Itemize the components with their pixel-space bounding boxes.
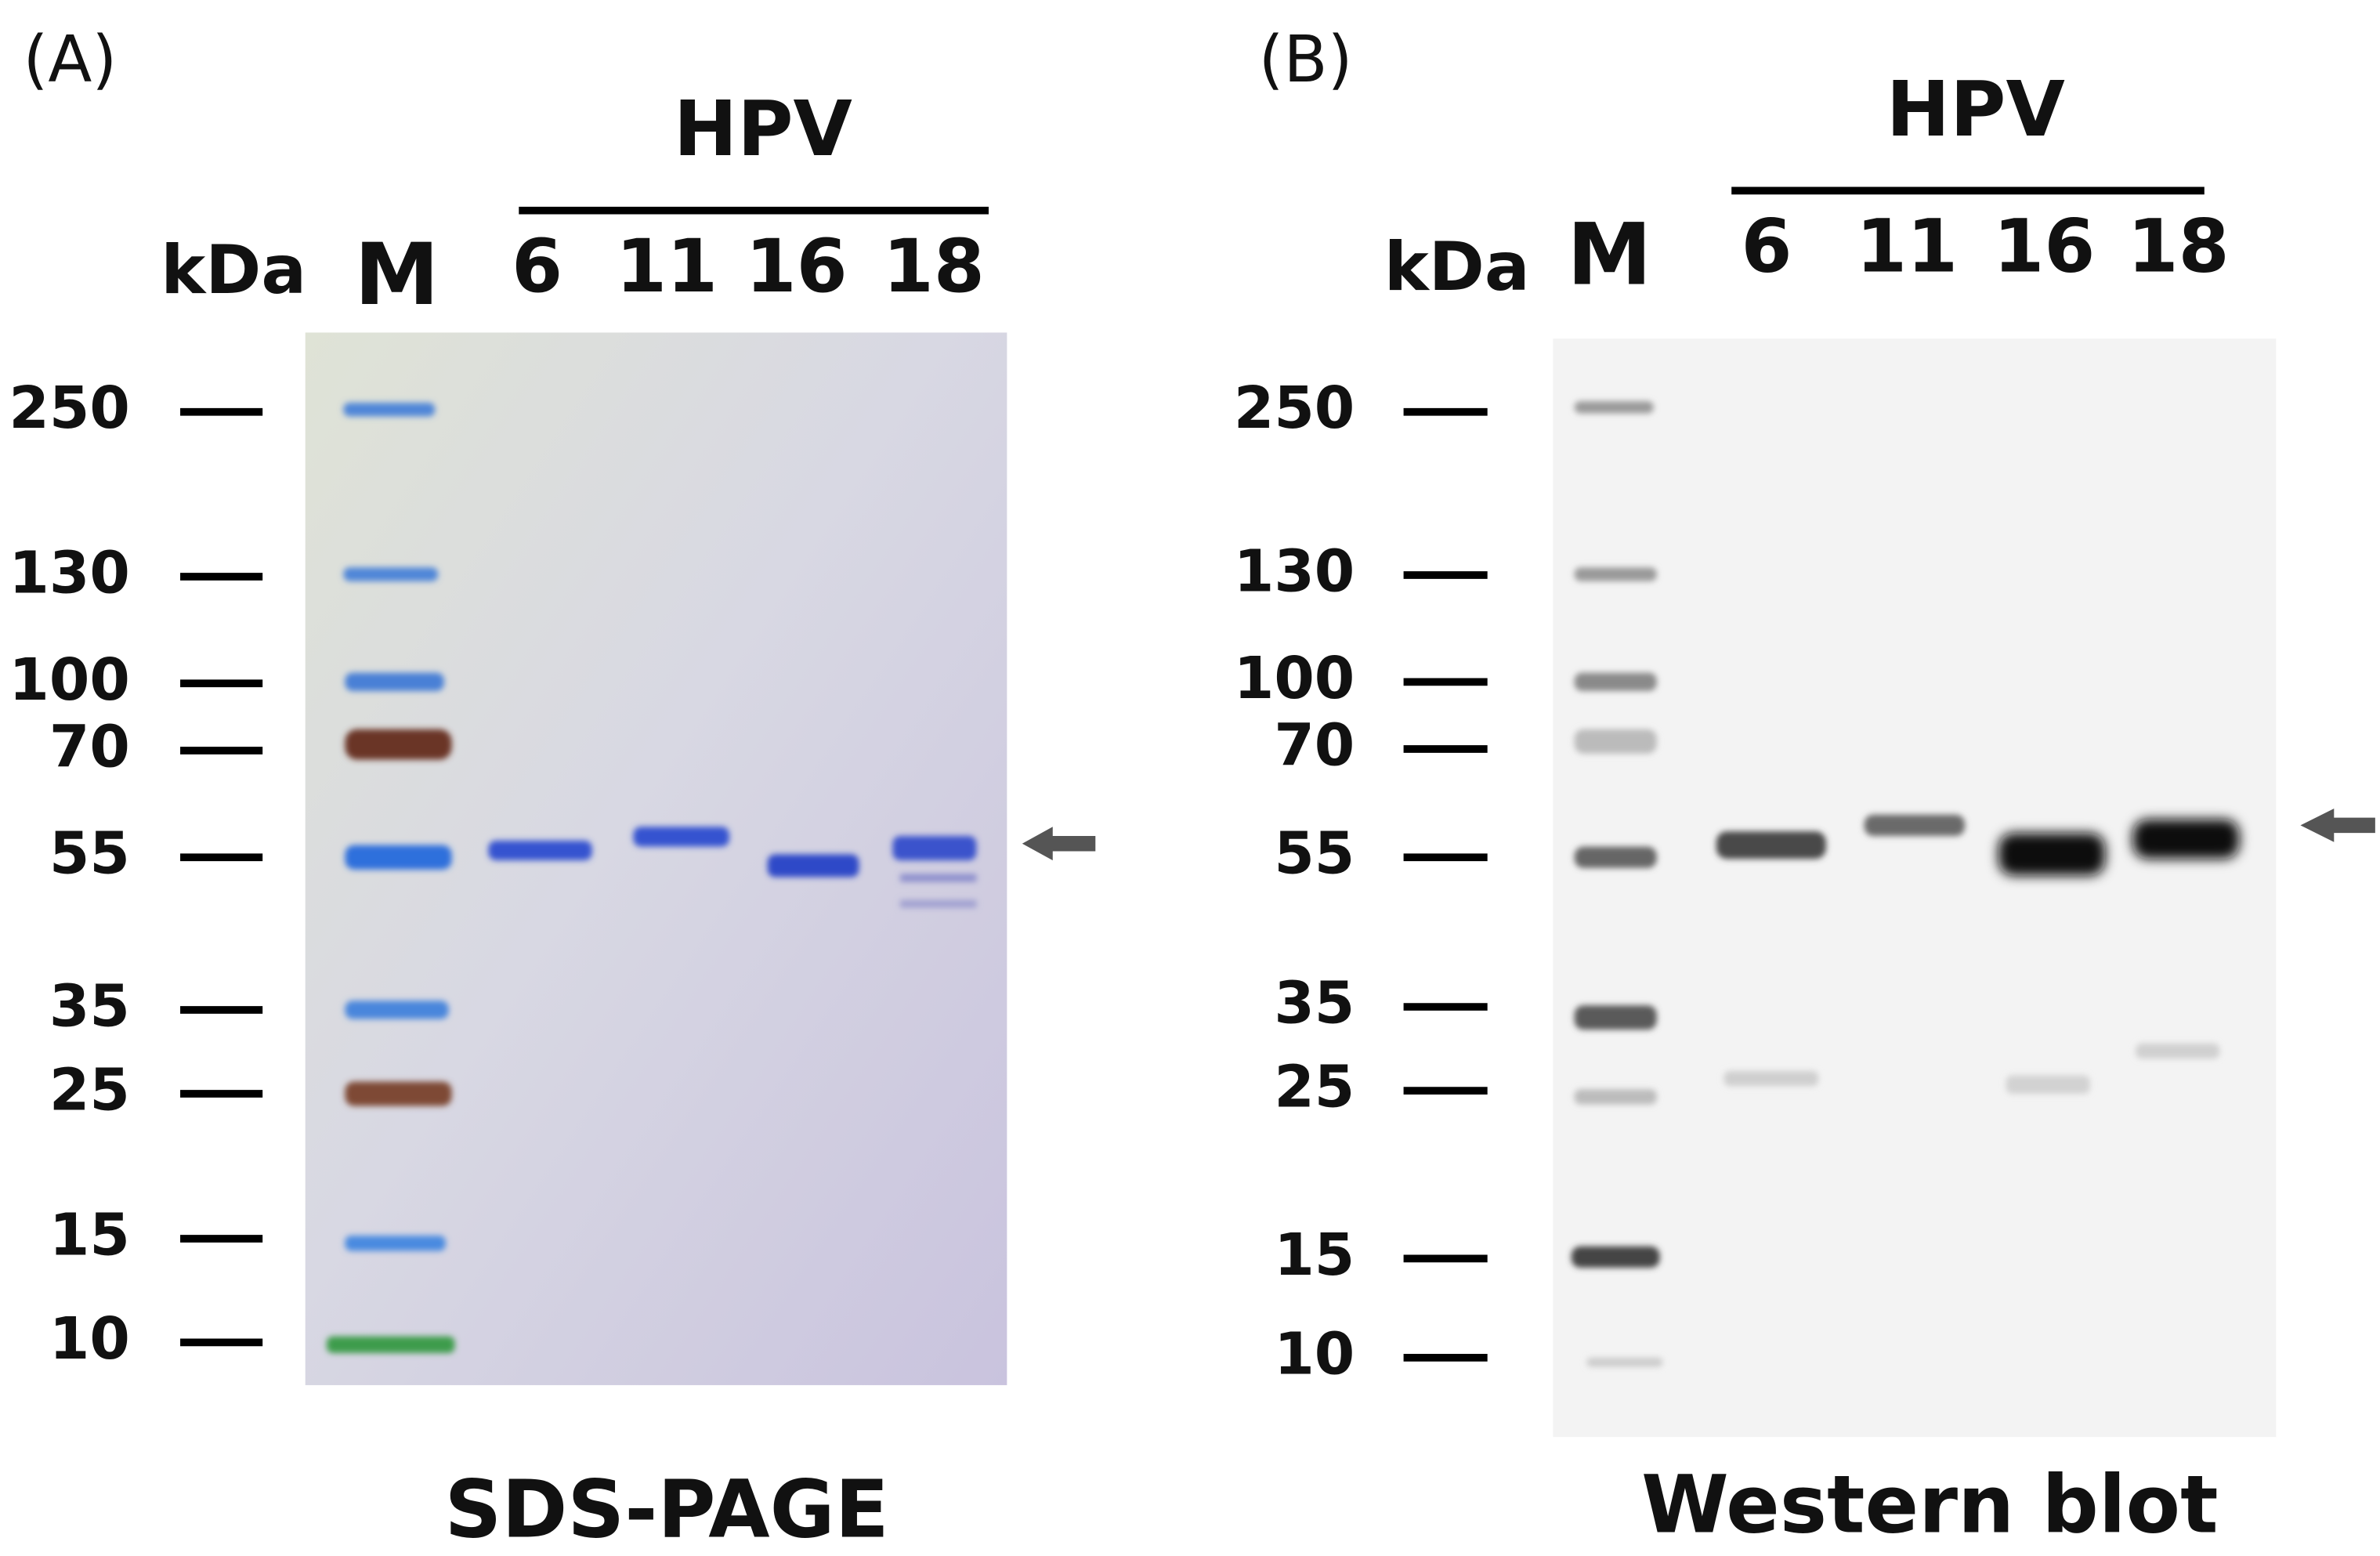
marker-label: 250	[1234, 375, 1355, 442]
arrow	[1022, 827, 1096, 861]
marker-label: 25	[1274, 1054, 1355, 1121]
panel-label: (B)	[1259, 23, 1353, 97]
lane-label: 6	[1741, 204, 1792, 290]
blot-bands	[1571, 401, 2220, 1367]
marker-label: 55	[1274, 820, 1355, 888]
marker-label: 130	[9, 539, 129, 606]
lane-label: 16	[1993, 204, 2095, 290]
blot-strong-bands	[1998, 819, 2240, 876]
marker-label: 130	[1234, 538, 1355, 606]
unit-label: kDa	[1384, 228, 1530, 306]
lane-label: 18	[883, 224, 985, 309]
marker-label: 15	[1274, 1221, 1355, 1289]
marker-label: 55	[49, 820, 130, 888]
lane-label: 11	[616, 224, 718, 309]
lane-label: 6	[512, 224, 562, 309]
marker-label: 10	[1274, 1320, 1355, 1388]
marker-label: 100	[1234, 645, 1355, 712]
panel-label: (A)	[23, 23, 117, 97]
marker-label: 35	[49, 972, 130, 1040]
marker-label: 10	[49, 1305, 130, 1373]
marker-label: 15	[49, 1202, 130, 1269]
gel-bands	[326, 403, 977, 1354]
marker-label: 35	[1274, 970, 1355, 1037]
lane-label: 11	[1856, 204, 1958, 290]
marker-label: 70	[49, 713, 130, 780]
marker-label: 70	[1274, 712, 1355, 780]
group-label: HPV	[674, 85, 852, 173]
caption: Western blot	[1641, 1458, 2218, 1551]
marker-label: 25	[49, 1057, 130, 1124]
lane-label: M	[354, 225, 439, 324]
caption: SDS-PAGE	[444, 1463, 888, 1555]
lane-label: M	[1567, 205, 1651, 305]
marker-label: 100	[9, 646, 129, 714]
group-label: HPV	[1886, 65, 2065, 154]
lane-label: 18	[2128, 204, 2230, 290]
unit-label: kDa	[161, 231, 306, 309]
arrow	[2300, 808, 2375, 842]
lane-label: 16	[746, 224, 848, 309]
western-blot-membrane	[1553, 338, 2277, 1438]
marker-label: 250	[9, 375, 129, 442]
